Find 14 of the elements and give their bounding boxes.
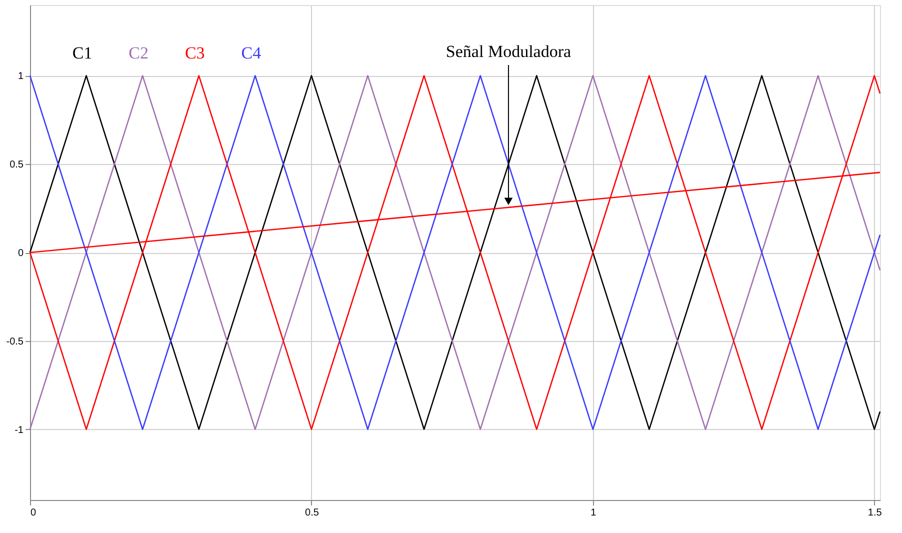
y-tick-label: 0 [18, 248, 24, 259]
series-label: C2 [128, 44, 149, 63]
y-tick-label: 1 [18, 71, 24, 82]
annotation: Señal Moduladora [446, 42, 572, 61]
series-label: C1 [72, 44, 92, 63]
y-tick-label: -0.5 [6, 336, 24, 348]
x-tick-label: 0 [30, 508, 36, 518]
x-tick-label: 0.5 [305, 508, 320, 518]
y-tick-label: 0.5 [10, 160, 24, 171]
x-tick-label: 1 [590, 508, 597, 518]
series-label: C4 [241, 44, 262, 63]
y-tick-label: -1 [14, 424, 24, 436]
x-tick-label: 1.5 [868, 508, 882, 518]
series-label: C3 [184, 44, 205, 63]
